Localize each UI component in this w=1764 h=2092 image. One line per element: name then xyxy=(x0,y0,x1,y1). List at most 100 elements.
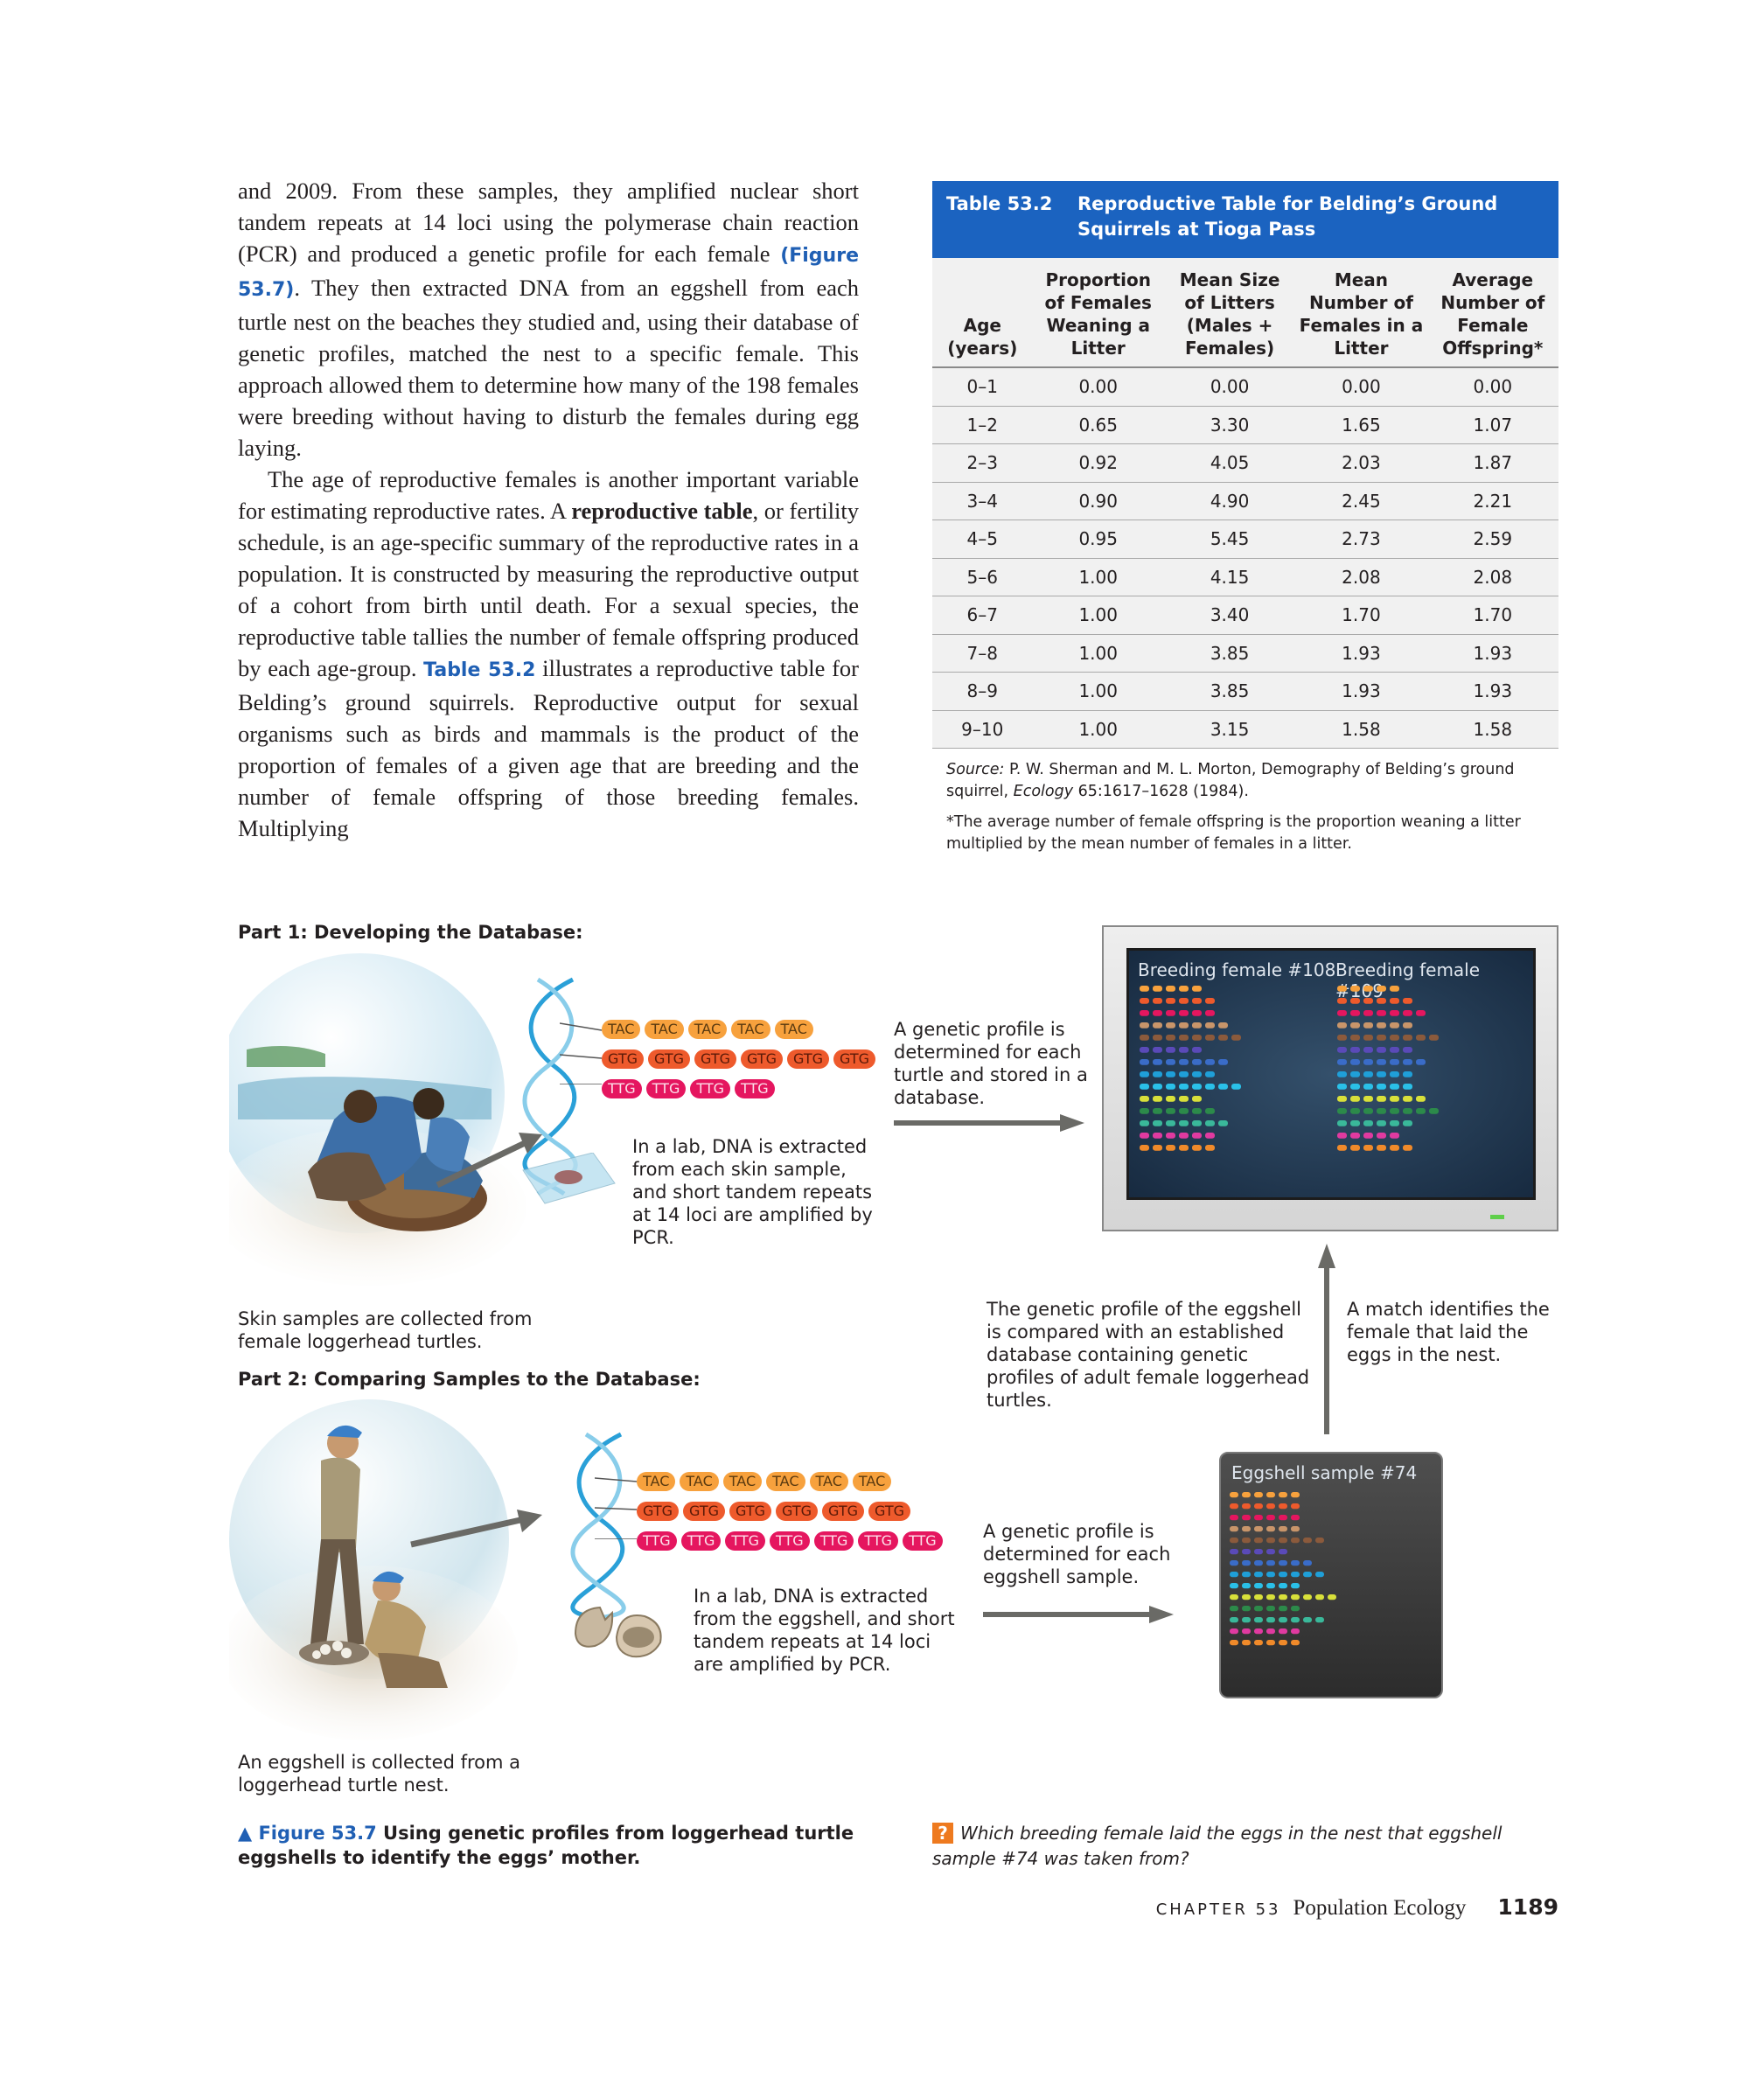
genetic-profile-bands xyxy=(1140,986,1439,1151)
table-row: 0–1 0.00 0.00 0.00 0.00 xyxy=(932,367,1558,407)
band-segment xyxy=(1377,1133,1386,1139)
band-segment xyxy=(1254,1583,1263,1589)
band-segment xyxy=(1192,1047,1202,1053)
repeat-chip: TAC xyxy=(809,1472,848,1491)
band-segment xyxy=(1179,1059,1189,1065)
monitor-screen: Breeding female #108 Breeding female #10… xyxy=(1126,948,1536,1200)
band-segment xyxy=(1218,1084,1228,1090)
band-segment xyxy=(1230,1594,1238,1600)
table-cell: 4–5 xyxy=(932,520,1033,559)
table-reference-link[interactable]: Table 53.2 xyxy=(423,659,536,681)
question-mark-icon: ? xyxy=(932,1823,953,1844)
part1-title: Part 1: Developing the Database: xyxy=(238,922,583,943)
repeat-chip: TTG xyxy=(690,1079,731,1098)
band-segment xyxy=(1230,1503,1238,1510)
band-segment xyxy=(1254,1606,1263,1612)
band-segment xyxy=(1166,1145,1175,1151)
band-segment xyxy=(1350,1145,1360,1151)
repeat-chip: TAC xyxy=(852,1472,892,1491)
eggshell-icon xyxy=(574,1606,662,1658)
band-segment xyxy=(1363,1022,1373,1029)
band-segment xyxy=(1242,1538,1251,1544)
table-cell: 2.59 xyxy=(1426,520,1558,559)
table-cell: 1.93 xyxy=(1295,634,1427,673)
repeat-chip: TAC xyxy=(766,1472,805,1491)
band-segment xyxy=(1390,998,1399,1004)
band-segment xyxy=(1315,1594,1324,1600)
table-row: 5–6 1.00 4.15 2.08 2.08 xyxy=(932,558,1558,596)
band-segment xyxy=(1140,1145,1149,1151)
band-segment xyxy=(1279,1617,1287,1623)
table-row: 9–10 1.00 3.15 1.58 1.58 xyxy=(932,710,1558,749)
part1-skin-text: Skin samples are collected from female l… xyxy=(238,1308,533,1352)
band-segment xyxy=(1337,1022,1347,1029)
band-segment xyxy=(1266,1594,1275,1600)
reproductive-table: Table 53.2 Reproductive Table for Beldin… xyxy=(932,181,1558,864)
band-segment xyxy=(1153,1084,1162,1090)
band-segment xyxy=(1205,1145,1215,1151)
table-title: Reproductive Table for Belding’s Ground … xyxy=(1077,193,1498,240)
band-segment xyxy=(1140,1133,1149,1139)
band-segment xyxy=(1337,1120,1347,1126)
band-segment xyxy=(1390,1133,1399,1139)
band-segment xyxy=(1337,1084,1347,1090)
figure-caption: ▲ Figure 53.7 Using genetic profiles fro… xyxy=(238,1823,854,1868)
band-segment xyxy=(1205,1035,1215,1041)
page-number: 1189 xyxy=(1497,1894,1558,1920)
ttg-repeat-row: TTG TTG TTG TTG xyxy=(602,1079,875,1098)
band-segment xyxy=(1166,1071,1175,1077)
band-segment xyxy=(1363,1120,1373,1126)
table-cell: 1.00 xyxy=(1032,634,1164,673)
band-segment xyxy=(1429,1035,1439,1041)
band-segment xyxy=(1153,1047,1162,1053)
band-segment xyxy=(1390,1096,1399,1102)
band-segment xyxy=(1153,1022,1162,1029)
page-footer: CHAPTER 53 Population Ecology 1189 xyxy=(1137,1894,1558,1921)
band-segment xyxy=(1291,1515,1300,1521)
table-cell: 0.00 xyxy=(1426,367,1558,407)
band-segment xyxy=(1416,1108,1426,1114)
band-segment xyxy=(1377,1059,1386,1065)
table-cell: 1.70 xyxy=(1295,596,1427,635)
figure-reference-link[interactable]: (Figure 53.7) xyxy=(238,245,859,301)
band-segment xyxy=(1192,1096,1202,1102)
band-segment xyxy=(1242,1492,1251,1498)
band-segment xyxy=(1242,1606,1251,1612)
band-segment xyxy=(1266,1640,1275,1646)
band-segment xyxy=(1140,1084,1149,1090)
repeat-chip: TTG xyxy=(637,1531,677,1551)
eggshell-sample-panel: Eggshell sample #74 xyxy=(1219,1452,1443,1698)
repeat-chip: TTG xyxy=(602,1079,642,1098)
band-segment xyxy=(1266,1628,1275,1635)
band-segment xyxy=(1230,1549,1238,1555)
band-segment xyxy=(1205,1022,1215,1029)
band-segment xyxy=(1242,1583,1251,1589)
band-segment xyxy=(1166,1022,1175,1029)
match-text: A match identifies the female that laid … xyxy=(1347,1299,1550,1365)
band-segment xyxy=(1179,1096,1189,1102)
paragraph-1: and 2009. From these samples, they ampli… xyxy=(238,178,859,461)
table-cell: 0.90 xyxy=(1032,482,1164,520)
table-cell: 0.00 xyxy=(1163,367,1296,407)
band-segment xyxy=(1231,1084,1241,1090)
band-segment xyxy=(1416,1059,1426,1065)
repeat-chip: GTG xyxy=(833,1049,875,1069)
band-segment xyxy=(1337,1096,1347,1102)
band-segment xyxy=(1218,1035,1228,1041)
band-segment xyxy=(1403,998,1412,1004)
eggshell-collectors-illustration xyxy=(229,1399,518,1740)
repeat-chip: TTG xyxy=(680,1531,722,1551)
table-row: 1–2 0.65 3.30 1.65 1.07 xyxy=(932,406,1558,444)
repeat-chip: TTG xyxy=(645,1079,687,1098)
band-segment xyxy=(1192,1059,1202,1065)
leader-lines xyxy=(560,1022,603,1084)
band-segment xyxy=(1230,1572,1238,1578)
body-text: and 2009. From these samples, they ampli… xyxy=(238,175,859,844)
band-segment xyxy=(1205,1120,1215,1126)
band-segment xyxy=(1337,1133,1347,1139)
band-segment xyxy=(1153,986,1162,992)
arrow-right-icon xyxy=(410,1510,542,1548)
repeat-chip: TAC xyxy=(645,1020,684,1039)
band-segment xyxy=(1153,1120,1162,1126)
band-segment xyxy=(1403,1022,1412,1029)
